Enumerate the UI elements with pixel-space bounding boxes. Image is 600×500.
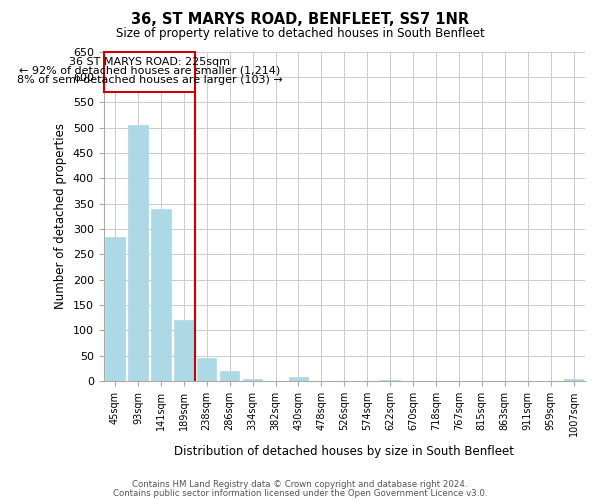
Text: Contains public sector information licensed under the Open Government Licence v3: Contains public sector information licen… [113, 488, 487, 498]
Bar [380, 380, 400, 381]
Bar [151, 208, 170, 381]
Bar [197, 358, 217, 381]
Bar [243, 378, 262, 381]
Y-axis label: Number of detached properties: Number of detached properties [54, 124, 67, 310]
Text: Contains HM Land Registry data © Crown copyright and database right 2024.: Contains HM Land Registry data © Crown c… [132, 480, 468, 489]
Text: Size of property relative to detached houses in South Benfleet: Size of property relative to detached ho… [116, 28, 484, 40]
Text: 8% of semi-detached houses are larger (103) →: 8% of semi-detached houses are larger (1… [17, 75, 283, 85]
Bar [564, 379, 583, 381]
Bar [220, 371, 239, 381]
Bar [174, 320, 194, 381]
Text: ← 92% of detached houses are smaller (1,214): ← 92% of detached houses are smaller (1,… [19, 66, 280, 76]
Bar [289, 377, 308, 381]
Text: 36, ST MARYS ROAD, BENFLEET, SS7 1NR: 36, ST MARYS ROAD, BENFLEET, SS7 1NR [131, 12, 469, 28]
Text: 36 ST MARYS ROAD: 225sqm: 36 ST MARYS ROAD: 225sqm [69, 56, 230, 66]
Bar [106, 236, 125, 381]
X-axis label: Distribution of detached houses by size in South Benfleet: Distribution of detached houses by size … [174, 444, 514, 458]
Bar [104, 52, 195, 92]
Bar [128, 125, 148, 381]
